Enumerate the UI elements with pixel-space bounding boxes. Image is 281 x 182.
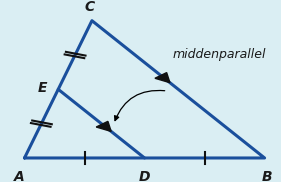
Polygon shape xyxy=(96,121,111,131)
Text: D: D xyxy=(139,170,150,182)
Text: B: B xyxy=(262,170,273,182)
Text: A: A xyxy=(14,170,24,182)
Text: C: C xyxy=(84,0,94,14)
Text: E: E xyxy=(38,81,47,95)
Text: middenparallel: middenparallel xyxy=(173,48,266,61)
Polygon shape xyxy=(155,73,170,83)
